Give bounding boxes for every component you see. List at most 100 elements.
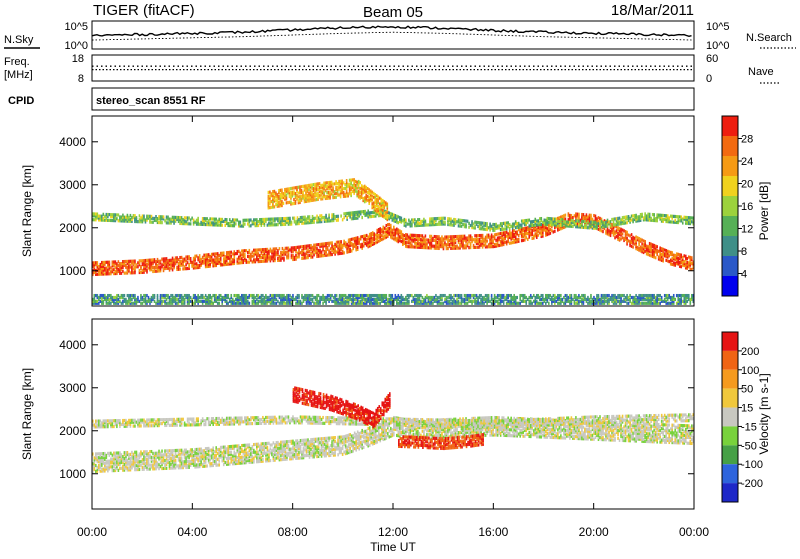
power-cell (503, 294, 505, 297)
power-cell (464, 235, 466, 238)
power-cell (492, 227, 494, 230)
power-cell (352, 190, 354, 193)
power-cell (280, 189, 282, 192)
power-cell (227, 294, 229, 297)
power-cell (682, 217, 684, 220)
power-cell (522, 233, 524, 236)
power-cell (498, 232, 500, 235)
power-cell (217, 252, 219, 255)
power-cell (355, 237, 357, 240)
power-cell (337, 182, 339, 185)
power-cell (190, 257, 192, 260)
power-cell (510, 294, 512, 297)
power-cell (458, 235, 460, 238)
power-cell (301, 302, 303, 305)
power-cell (212, 221, 214, 224)
power-cell (139, 259, 141, 262)
power-cell (447, 235, 449, 238)
power-cell (417, 218, 419, 221)
power-cell (179, 256, 181, 259)
power-cell (446, 243, 448, 246)
power-cell (398, 294, 400, 297)
power-cell (429, 239, 431, 242)
power-cell (498, 224, 500, 227)
power-cell (356, 181, 358, 184)
power-cell (385, 201, 387, 204)
power-cell (455, 294, 457, 297)
power-cell (477, 225, 479, 228)
power-cell (363, 235, 365, 238)
power-cell (504, 222, 506, 225)
power-cell (658, 213, 660, 216)
power-cell (106, 213, 108, 216)
power-cell (238, 261, 240, 264)
power-cell (498, 298, 500, 301)
power-cell (416, 294, 418, 297)
power-cell (235, 222, 237, 225)
power-cell (258, 220, 260, 223)
power-cell (253, 294, 255, 297)
power-cell (488, 243, 490, 246)
power-cell (299, 195, 301, 198)
power-cell (250, 218, 252, 221)
power-cell (483, 296, 485, 299)
power-cell (513, 233, 515, 236)
power-cell (485, 228, 487, 231)
power-cell (375, 233, 377, 236)
power-cell (417, 234, 419, 237)
power-cell (465, 236, 467, 239)
power-cell (376, 229, 378, 232)
power-cell (377, 205, 379, 208)
power-cell (300, 245, 302, 248)
power-cell (574, 294, 576, 297)
power-cell (581, 220, 583, 223)
power-cell (236, 250, 238, 253)
power-cell (497, 225, 499, 228)
power-cell (276, 217, 278, 220)
power-cell (176, 294, 178, 297)
power-cell (396, 237, 398, 240)
power-cell (372, 237, 374, 240)
power-cell (197, 294, 199, 297)
power-cell (637, 215, 639, 218)
power-cell (271, 218, 273, 221)
power-cell (294, 256, 296, 259)
power-cell (238, 294, 240, 297)
power-cell (477, 246, 479, 249)
power-cell (388, 211, 390, 214)
power-cell (307, 184, 309, 187)
power-cell (97, 212, 99, 215)
power-cell (473, 222, 475, 225)
power-cell (583, 213, 585, 216)
power-cell (620, 228, 622, 231)
power-cell (474, 234, 476, 237)
power-cell (218, 258, 220, 261)
power-cell (193, 219, 195, 222)
power-cell (568, 212, 570, 215)
power-cell (287, 201, 289, 204)
power-cell (411, 222, 413, 225)
power-cell (378, 294, 380, 297)
power-cell (315, 217, 317, 220)
power-cell (444, 294, 446, 297)
power-cell (522, 227, 524, 230)
power-cell (170, 218, 172, 221)
power-cell (390, 224, 392, 227)
power-cell (160, 260, 162, 263)
power-cell (434, 245, 436, 248)
power-cell (310, 302, 312, 305)
power-cell (462, 223, 464, 226)
power-cell (351, 298, 353, 301)
power-cell (241, 249, 243, 252)
power-cell (680, 215, 682, 218)
power-cell (273, 217, 275, 220)
power-cell (646, 245, 648, 248)
power-cell (401, 217, 403, 220)
power-cell (408, 219, 410, 222)
power-cell (518, 234, 520, 237)
power-cell (110, 302, 112, 305)
power-cell (155, 215, 157, 218)
power-cell (432, 217, 434, 220)
power-cell (310, 294, 312, 297)
power-cell (334, 243, 336, 246)
